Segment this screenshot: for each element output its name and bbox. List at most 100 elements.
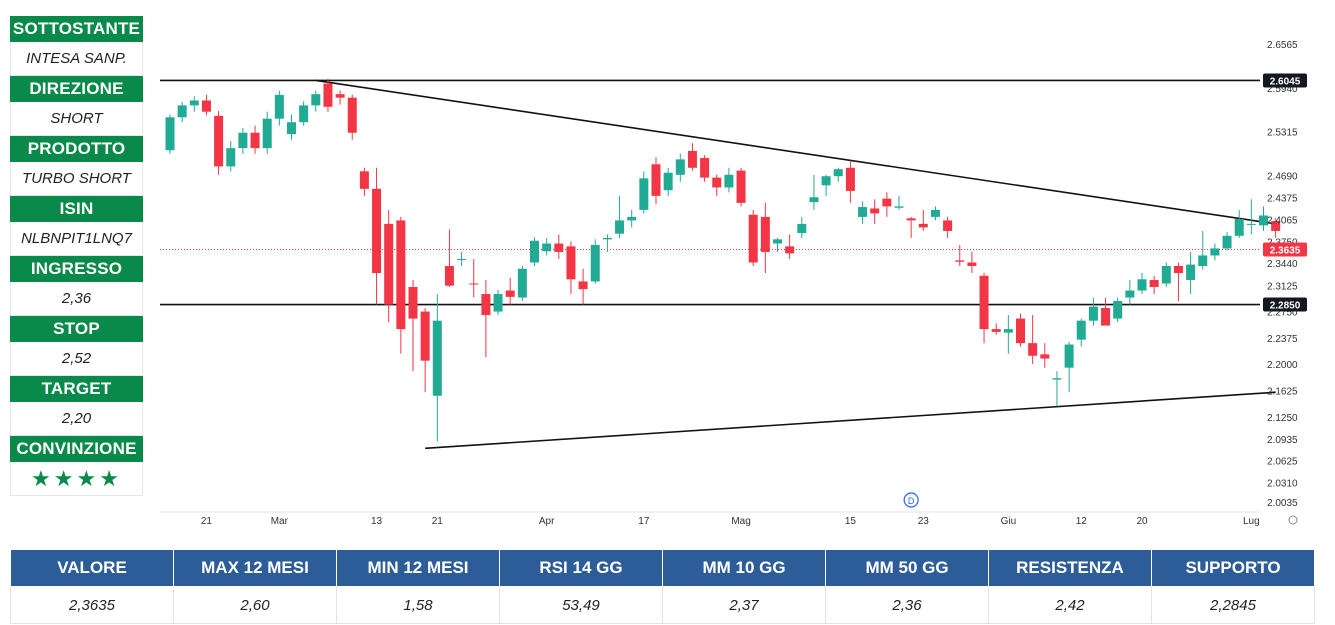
candle-body bbox=[469, 283, 479, 285]
candle-body bbox=[1259, 215, 1268, 226]
candle-body bbox=[396, 220, 406, 330]
candle-body bbox=[517, 268, 527, 298]
stats-header: MM 50 GG bbox=[825, 549, 989, 587]
stats-value: 2,37 bbox=[662, 586, 826, 624]
stats-header: RESISTENZA bbox=[988, 549, 1152, 587]
candle-body bbox=[627, 216, 637, 221]
stats-header: MM 10 GG bbox=[662, 549, 826, 587]
candle-body bbox=[226, 148, 236, 167]
candle-body bbox=[906, 218, 916, 221]
candle-body bbox=[1125, 290, 1135, 298]
sidebar-label: TARGET bbox=[10, 376, 143, 402]
stats-header: SUPPORTO bbox=[1151, 549, 1315, 587]
candle-body bbox=[384, 223, 394, 305]
candle-body bbox=[675, 159, 685, 175]
candle-body bbox=[1101, 308, 1111, 326]
x-tick-label: Apr bbox=[539, 516, 555, 527]
candle-body bbox=[700, 157, 710, 178]
sidebar-value: NLBNPIT1LNQ7 bbox=[10, 222, 143, 256]
x-tick-label: Giu bbox=[1001, 516, 1017, 527]
price-chart: 2.65652.59402.53152.46902.43752.40652.37… bbox=[160, 16, 1320, 528]
candle-body bbox=[542, 243, 552, 252]
x-tick-label: Mag bbox=[731, 516, 750, 527]
sidebar-value: 2,20 bbox=[10, 402, 143, 436]
candle-body bbox=[602, 237, 612, 240]
candle-body bbox=[238, 132, 248, 149]
price-tag-label: 2.3635 bbox=[1270, 246, 1301, 257]
candle-body bbox=[335, 94, 345, 98]
candle-body bbox=[979, 275, 989, 330]
price-tag-label: 2.2850 bbox=[1270, 301, 1301, 312]
candle-body bbox=[1222, 235, 1232, 249]
candle-body bbox=[432, 320, 442, 396]
candle-body bbox=[1161, 265, 1171, 284]
candle-body bbox=[1173, 265, 1183, 273]
candle-body bbox=[347, 97, 357, 133]
dividend-marker-icon bbox=[903, 492, 919, 508]
candle-body bbox=[590, 244, 600, 282]
stats-header: RSI 14 GG bbox=[499, 549, 663, 587]
y-tick-label: 2.2000 bbox=[1267, 360, 1298, 371]
candle-body bbox=[882, 198, 892, 207]
candle-body bbox=[1113, 301, 1123, 319]
stats-value: 53,49 bbox=[499, 586, 663, 624]
candle-body bbox=[712, 177, 722, 188]
candle-body bbox=[1040, 354, 1050, 359]
y-tick-label: 2.5940 bbox=[1267, 84, 1298, 95]
sidebar-label: DIREZIONE bbox=[10, 76, 143, 102]
candle-body bbox=[1052, 378, 1062, 380]
stats-header: VALORE bbox=[10, 549, 174, 587]
sidebar-label: PRODOTTO bbox=[10, 136, 143, 162]
y-tick-label: 2.6565 bbox=[1267, 40, 1298, 51]
conviction-stars: ★★★★ bbox=[10, 462, 143, 496]
candle-body bbox=[481, 294, 491, 316]
candle-body bbox=[214, 115, 224, 167]
trend-lines bbox=[160, 79, 1276, 450]
x-tick-label: 17 bbox=[638, 516, 650, 527]
candle-body bbox=[372, 188, 382, 273]
candle-body bbox=[797, 223, 807, 234]
price-tag-background bbox=[1263, 297, 1307, 312]
y-tick-label: 2.3440 bbox=[1267, 259, 1298, 270]
candle-body bbox=[262, 118, 272, 149]
y-tick-label: 2.4690 bbox=[1267, 172, 1298, 183]
stats-value: 2,42 bbox=[988, 586, 1152, 624]
candle-body bbox=[1028, 343, 1038, 356]
x-tick-label: 13 bbox=[371, 516, 383, 527]
stats-value: 2,3635 bbox=[10, 586, 174, 624]
stats-value: 2,2845 bbox=[1151, 586, 1315, 624]
y-tick-label: 2.5315 bbox=[1267, 128, 1298, 139]
y-tick-label: 2.2750 bbox=[1267, 308, 1298, 319]
price-tag-label: 2.6045 bbox=[1270, 76, 1301, 87]
candle-body bbox=[858, 207, 868, 217]
candle-body bbox=[821, 176, 831, 186]
y-tick-label: 2.1250 bbox=[1267, 413, 1298, 424]
candle-body bbox=[930, 209, 940, 217]
candle-body bbox=[299, 105, 309, 123]
candle-body bbox=[1076, 320, 1086, 340]
candle-body bbox=[639, 178, 649, 210]
candle-body bbox=[1088, 306, 1098, 321]
sidebar-label: CONVINZIONE bbox=[10, 436, 143, 462]
y-tick-label: 2.1625 bbox=[1267, 386, 1298, 397]
candle-body bbox=[457, 258, 467, 260]
sidebar-value: SHORT bbox=[10, 102, 143, 136]
candle-body bbox=[687, 150, 697, 168]
candle-body bbox=[566, 246, 576, 280]
stats-value: 2,36 bbox=[825, 586, 989, 624]
candle-body bbox=[1186, 264, 1196, 281]
candle-body bbox=[274, 94, 284, 119]
sidebar-value: INTESA SANP. bbox=[10, 42, 143, 76]
trendline bbox=[425, 391, 1276, 450]
stats-header-row: VALORE MAX 12 MESI MIN 12 MESI RSI 14 GG MM … bbox=[10, 549, 1315, 587]
chart-background bbox=[160, 16, 1320, 528]
candle-body bbox=[311, 94, 321, 106]
dividend-marker-label: D bbox=[908, 496, 915, 506]
candle-body bbox=[177, 105, 187, 118]
candles bbox=[165, 78, 1281, 442]
candle-body bbox=[1198, 255, 1208, 266]
candle-body bbox=[809, 197, 819, 203]
candle-body bbox=[505, 290, 515, 297]
candle-body bbox=[870, 208, 880, 214]
candle-body bbox=[493, 294, 503, 312]
